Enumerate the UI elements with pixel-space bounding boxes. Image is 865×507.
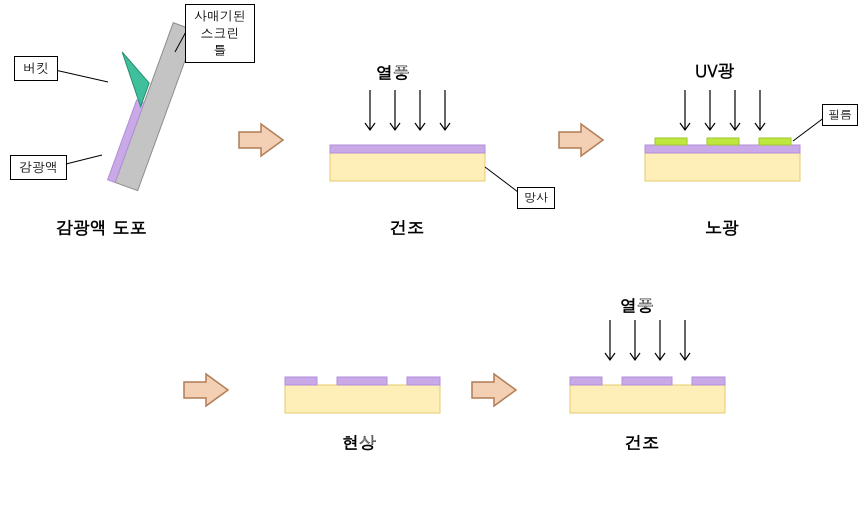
- title-uv: UV광: [695, 58, 735, 82]
- step-title-coating: 감광액 도포: [56, 215, 147, 239]
- label-screen-frame: 사매기된스크린 틀: [185, 4, 255, 63]
- step-drying2: [545, 315, 755, 425]
- process-arrow-1: [235, 120, 287, 160]
- film-piece: [707, 138, 739, 145]
- substrate-3: [285, 385, 440, 413]
- process-arrow-2: [555, 120, 607, 160]
- process-arrow-3: [180, 370, 232, 410]
- emulsion-layer-1: [330, 145, 485, 153]
- process-arrow-4: [468, 370, 520, 410]
- substrate-2: [645, 153, 800, 181]
- substrate-1: [330, 153, 485, 181]
- title-heat-1: 열풍: [376, 60, 410, 84]
- label-bucket: 버킷: [14, 56, 58, 81]
- label-mesh: 망사: [517, 187, 555, 209]
- emulsion-seg: [285, 377, 317, 385]
- step-drying: [300, 85, 530, 195]
- film-piece: [655, 138, 687, 145]
- step-developing: [265, 340, 465, 430]
- step-title-exposure: 노광: [705, 215, 739, 239]
- substrate-4: [570, 385, 725, 413]
- step-exposure: [615, 85, 855, 195]
- emulsion-seg: [622, 377, 672, 385]
- emulsion-seg: [337, 377, 387, 385]
- step-title-developing: 현상: [342, 430, 376, 454]
- emulsion-layer-2: [645, 145, 800, 153]
- emulsion-seg: [570, 377, 602, 385]
- label-film: 필름: [822, 104, 858, 126]
- step-title-drying: 건조: [390, 215, 424, 239]
- emulsion-seg: [407, 377, 440, 385]
- title-heat-2: 열풍: [620, 293, 654, 317]
- emulsion-seg: [692, 377, 725, 385]
- label-emulsion: 감광액: [10, 155, 67, 180]
- step-title-drying2: 건조: [625, 430, 659, 454]
- film-piece: [759, 138, 791, 145]
